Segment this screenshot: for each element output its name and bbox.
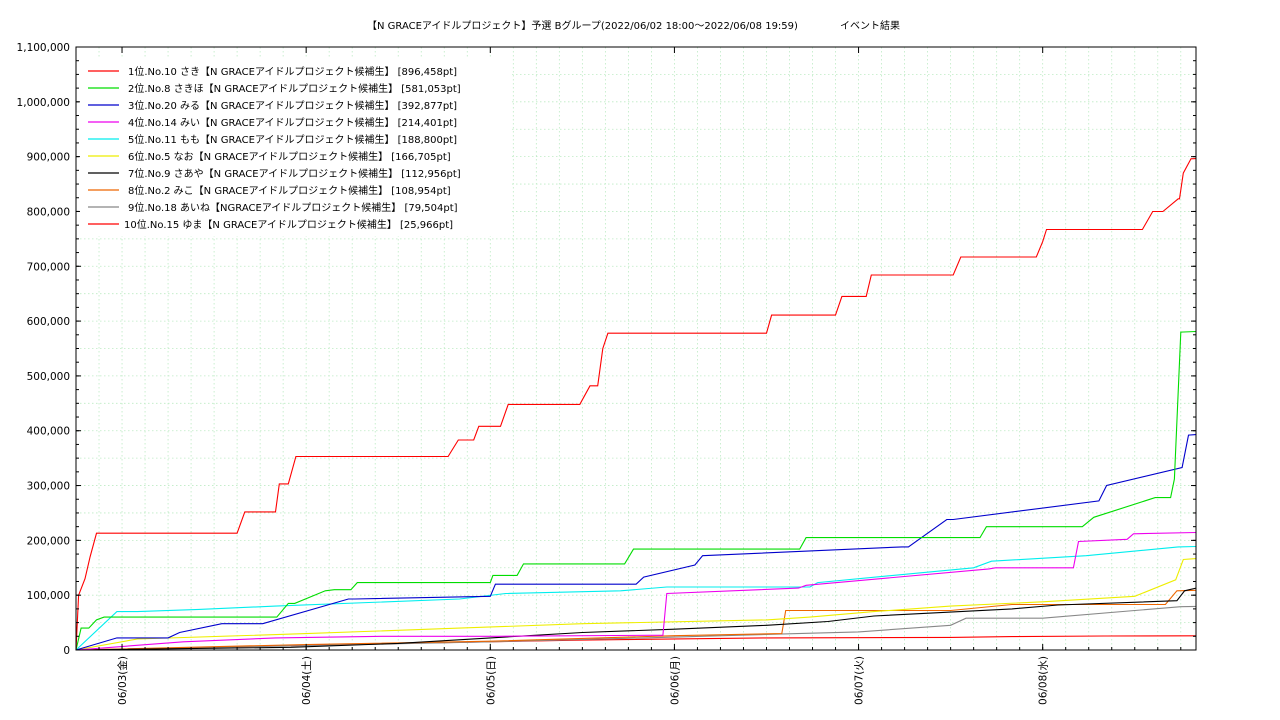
- y-tick-label: 700,000: [27, 261, 70, 273]
- legend-label: 7位.No.9 さあや【N GRACEアイドルプロジェクト候補生】 [112,9…: [128, 167, 461, 180]
- y-axis: 0 100,000 200,000 300,000 400,000 500,000 600,…: [17, 42, 1196, 657]
- series-line-8: [75, 589, 1197, 651]
- legend-label: 8位.No.2 みこ【N GRACEアイドルプロジェクト候補生】 [108,95…: [128, 184, 451, 197]
- series-line-1: [75, 158, 1197, 651]
- x-tick-label: 06/07(火): [854, 656, 866, 705]
- legend-label: 10位.No.15 ゆま【N GRACEアイドルプロジェクト候補生】 [25,9…: [124, 218, 453, 231]
- series-line-7: [75, 587, 1197, 651]
- series-line-4: [75, 531, 1197, 651]
- legend-label: 4位.No.14 みい【N GRACEアイドルプロジェクト候補生】 [214,4…: [128, 116, 457, 129]
- legend-label: 2位.No.8 さきほ【N GRACEアイドルプロジェクト候補生】 [581,0…: [128, 82, 461, 95]
- legend-label: 5位.No.11 もも【N GRACEアイドルプロジェクト候補生】 [188,8…: [128, 133, 457, 146]
- y-tick-label: 300,000: [27, 481, 70, 493]
- legend-label: 9位.No.18 あいね【NGRACEアイドルプロジェクト候補生】 [79,50…: [128, 201, 458, 214]
- series-line-3: [75, 434, 1197, 651]
- chart-subtitle: イベント結果: [840, 19, 900, 32]
- x-tick-label: 06/05(日): [485, 656, 497, 705]
- legend-background: [80, 58, 510, 236]
- series-line-2: [75, 330, 1197, 651]
- legend-label: 6位.No.5 なお【N GRACEアイドルプロジェクト候補生】 [166,70…: [128, 150, 451, 163]
- legend: 1位.No.10 さき【N GRACEアイドルプロジェクト候補生】 [896,4…: [80, 58, 510, 236]
- y-tick-label: 800,000: [27, 206, 70, 218]
- series-line-6: [75, 558, 1197, 651]
- y-tick-label: 500,000: [27, 371, 70, 383]
- y-tick-label: 100,000: [27, 590, 70, 602]
- series-lines: [75, 158, 1197, 651]
- y-tick-label: 400,000: [27, 426, 70, 438]
- series-line-9: [75, 605, 1197, 651]
- y-tick-label: 0: [63, 645, 70, 657]
- series-line-5: [75, 545, 1197, 651]
- y-tick-label: 200,000: [27, 535, 70, 547]
- x-tick-label: 06/04(土): [300, 656, 313, 705]
- legend-label: 1位.No.10 さき【N GRACEアイドルプロジェクト候補生】 [896,4…: [128, 65, 457, 78]
- x-tick-label: 06/06(月): [669, 656, 681, 705]
- legend-label: 3位.No.20 みる【N GRACEアイドルプロジェクト候補生】 [392,8…: [128, 99, 457, 112]
- chart-title: 【N GRACEアイドルプロジェクト】予選 Bグループ(2022/06/02 1…: [367, 19, 798, 32]
- x-tick-label: 06/08(水): [1038, 656, 1050, 705]
- x-tick-label: 06/03(金): [116, 656, 129, 705]
- y-tick-label: 1,100,000: [17, 42, 70, 54]
- y-tick-label: 900,000: [27, 152, 70, 164]
- y-tick-label: 1,000,000: [17, 97, 70, 109]
- y-tick-label: 600,000: [27, 316, 70, 328]
- x-axis: 06/03(金) 06/04(土) 06/05(日) 06/06(月) 06/07(火)…: [75, 47, 1182, 705]
